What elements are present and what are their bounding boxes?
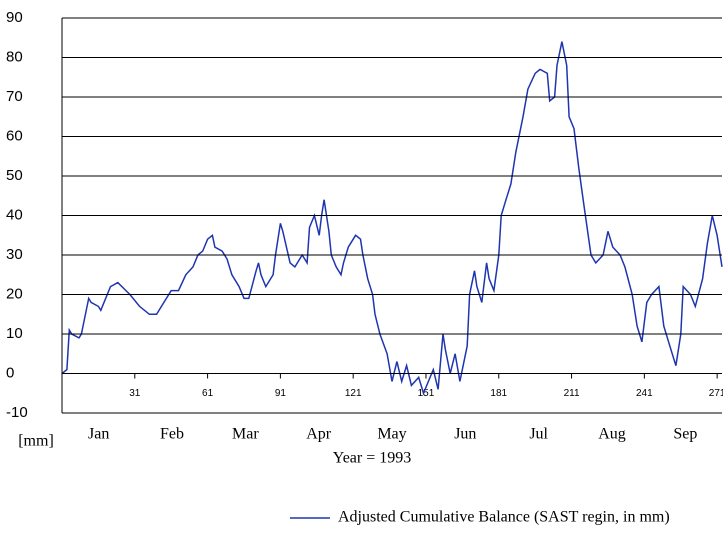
y-tick-label: -10	[6, 404, 28, 421]
month-label: Sep	[673, 426, 697, 443]
x-tick-label: 151	[418, 388, 435, 399]
x-tick-label: 181	[490, 388, 507, 399]
x-tick-label: 31	[129, 388, 141, 399]
y-tick-label: 50	[6, 167, 23, 184]
x-tick-label: 211	[564, 388, 580, 399]
plot: 31 61 91 121 151 181 211 241 271	[61, 41, 726, 399]
month-label: May	[377, 426, 406, 443]
legend-label: Adjusted Cumulative Balance (SAST regin,…	[338, 509, 670, 526]
month-label: Jun	[454, 426, 476, 443]
data-line	[61, 41, 723, 396]
x-tick-label: 241	[636, 388, 653, 399]
x-tick-label: 271	[709, 388, 726, 399]
y-tick-label: 40	[6, 206, 23, 223]
y-tick-label: 30	[6, 246, 23, 263]
y-tick-label: 0	[6, 364, 14, 381]
month-label: Jan	[88, 426, 109, 443]
y-tick-label: 20	[6, 285, 23, 302]
x-tick-label: 91	[275, 388, 287, 399]
y-tick-label: 80	[6, 48, 23, 65]
x-tick-label: 61	[202, 388, 214, 399]
month-label: Apr	[306, 426, 332, 443]
month-label: Jul	[529, 426, 548, 443]
month-label: Feb	[160, 426, 184, 443]
y-tick-label: 10	[6, 325, 23, 342]
month-label: Aug	[598, 426, 626, 443]
x-axis-label: Year = 1993	[333, 450, 412, 467]
y-tick-label: 60	[6, 127, 23, 144]
y-tick-label: 70	[6, 88, 23, 105]
month-label: Mar	[232, 426, 259, 443]
y-tick-label: 90	[6, 9, 23, 26]
x-unit-label: [mm]	[18, 433, 54, 450]
x-tick-label: 121	[345, 388, 362, 399]
